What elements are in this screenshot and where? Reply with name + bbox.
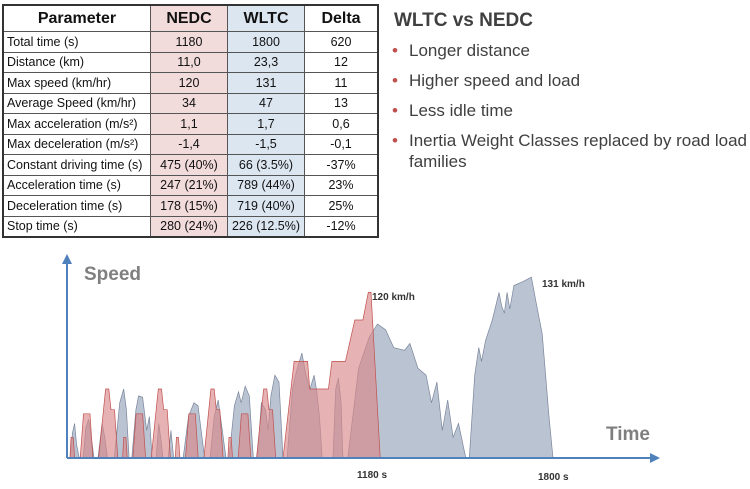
summary-title: WLTC vs NEDC bbox=[394, 10, 533, 31]
cell-wltc: -1,5 bbox=[227, 133, 305, 155]
cell-wltc: 719 (40%) bbox=[227, 195, 305, 217]
bullet-item: • Longer distance bbox=[390, 40, 750, 61]
header-delta: Delta bbox=[304, 4, 379, 32]
cell-nedc: 475 (40%) bbox=[150, 154, 228, 176]
header-wltc: WLTC bbox=[227, 4, 305, 32]
cell-delta: -12% bbox=[304, 215, 379, 238]
table-row: Deceleration time (s) 178 (15%) 719 (40%) 2… bbox=[2, 195, 379, 217]
x-axis-label: Time bbox=[606, 424, 650, 445]
cell-nedc: 178 (15%) bbox=[150, 195, 228, 217]
cell-wltc: 66 (3.5%) bbox=[227, 154, 305, 176]
bullet-dot-icon: • bbox=[392, 41, 398, 60]
cell-nedc: 120 bbox=[150, 72, 228, 94]
comparison-table: Parameter NEDC WLTC Delta Total time (s)… bbox=[2, 4, 379, 238]
table-row: Max acceleration (m/s²) 1,1 1,7 0,6 bbox=[2, 113, 379, 135]
nedc-speed-area bbox=[67, 292, 386, 459]
cell-nedc: 1180 bbox=[150, 31, 228, 53]
cell-nedc: 247 (21%) bbox=[150, 174, 228, 196]
cell-parameter: Stop time (s) bbox=[2, 215, 151, 238]
cell-delta: -0,1 bbox=[304, 133, 379, 155]
table-row: Constant driving time (s) 475 (40%) 66 (3.… bbox=[2, 154, 379, 176]
cell-parameter: Distance (km) bbox=[2, 51, 151, 73]
summary-bullets: • Longer distance • Higher speed and load … bbox=[390, 40, 750, 181]
cell-parameter: Max acceleration (m/s²) bbox=[2, 113, 151, 135]
y-axis-label: Speed bbox=[84, 264, 141, 285]
cell-nedc: 1,1 bbox=[150, 113, 228, 135]
bullet-text: Longer distance bbox=[409, 41, 530, 60]
bullet-text: Less idle time bbox=[409, 101, 513, 120]
table-row: Stop time (s) 280 (24%) 226 (12.5%) -12% bbox=[2, 215, 379, 238]
x-axis-arrow-icon bbox=[650, 453, 660, 463]
table-row: Average Speed (km/hr) 34 47 13 bbox=[2, 92, 379, 114]
bullet-item: • Less idle time bbox=[390, 100, 750, 121]
bullet-text: Inertia Weight Classes replaced by road … bbox=[409, 131, 747, 171]
bullet-item: • Inertia Weight Classes replaced by road… bbox=[390, 130, 750, 172]
cell-nedc: 280 (24%) bbox=[150, 215, 228, 238]
bullet-dot-icon: • bbox=[392, 101, 398, 120]
cell-parameter: Max speed (km/hr) bbox=[2, 72, 151, 94]
bullet-item: • Higher speed and load bbox=[390, 70, 750, 91]
cell-delta: 13 bbox=[304, 92, 379, 114]
table-row: Max speed (km/hr) 120 131 11 bbox=[2, 72, 379, 94]
table-header-row: Parameter NEDC WLTC Delta bbox=[2, 4, 379, 32]
cell-delta: 25% bbox=[304, 195, 379, 217]
annotation-nedc-max: 120 km/h bbox=[372, 292, 415, 303]
bullet-text: Higher speed and load bbox=[409, 71, 581, 90]
cell-wltc: 226 (12.5%) bbox=[227, 215, 305, 238]
header-nedc: NEDC bbox=[150, 4, 228, 32]
x-tick-label: 1180 s bbox=[357, 470, 387, 481]
header-parameter: Parameter bbox=[2, 4, 151, 32]
cell-wltc: 23,3 bbox=[227, 51, 305, 73]
table-row: Distance (km) 11,0 23,3 12 bbox=[2, 51, 379, 73]
bullet-dot-icon: • bbox=[392, 131, 398, 150]
x-tick-label: 1800 s bbox=[538, 472, 569, 483]
cell-delta: -37% bbox=[304, 154, 379, 176]
cell-parameter: Constant driving time (s) bbox=[2, 154, 151, 176]
y-axis-arrow-icon bbox=[62, 254, 72, 264]
bullet-dot-icon: • bbox=[392, 71, 398, 90]
annotation-wltc-max: 131 km/h bbox=[542, 279, 585, 290]
table-row: Acceleration time (s) 247 (21%) 789 (44%) 2… bbox=[2, 174, 379, 196]
